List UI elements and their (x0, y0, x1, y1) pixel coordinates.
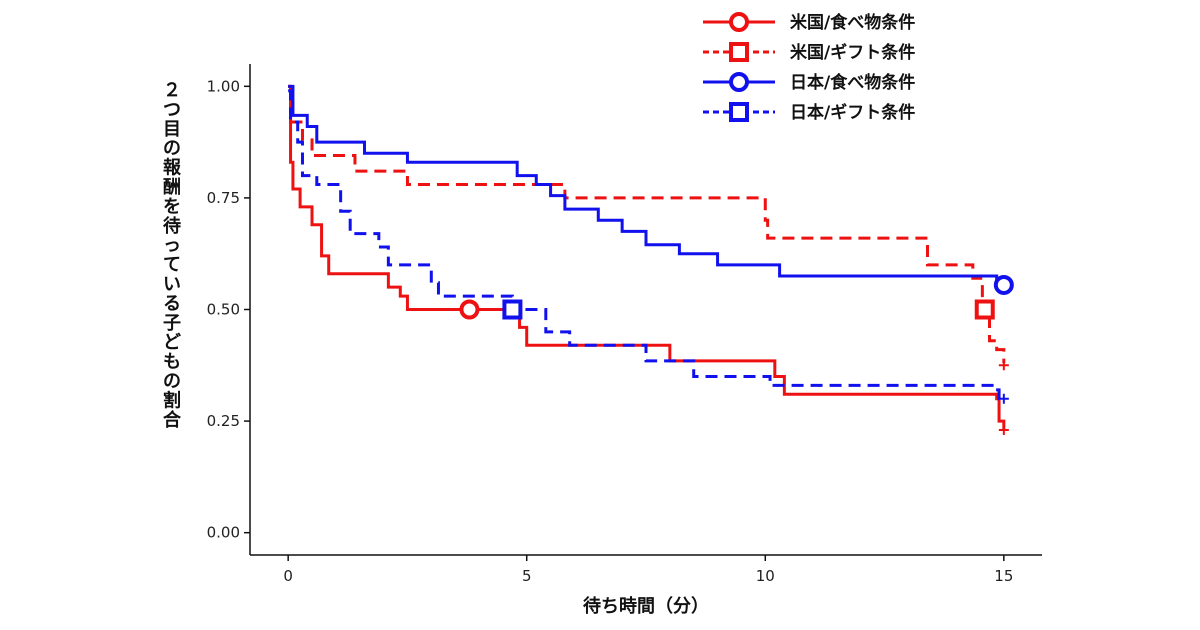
y-axis-title-char: て (163, 255, 181, 276)
censor-mark-1-0 (998, 360, 1009, 371)
markers-layer (459, 274, 1014, 436)
y-tick-label-4: 1.00 (207, 77, 240, 95)
series-marker-2 (993, 274, 1014, 295)
legend-label-2: 日本/食べ物条件 (790, 72, 915, 93)
series-line-2 (288, 84, 1004, 289)
series-line-1 (288, 84, 1006, 364)
legend-marker-1 (729, 42, 749, 62)
y-axis-title-char: 目 (163, 119, 181, 140)
legend-label-1: 米国/ギフト条件 (790, 42, 915, 63)
y-axis-title-char: つ (163, 99, 181, 120)
y-axis-title-char: 子 (163, 313, 181, 334)
x-tick-label-2: 10 (756, 567, 775, 585)
series-line-3 (288, 89, 1004, 401)
series-marker-1 (974, 299, 995, 320)
ticks: 0 5 10 15 0.00 0.25 0.50 0.75 1.00 (207, 77, 1014, 585)
y-axis-title-char: ２ (163, 80, 181, 101)
x-tick-label-3: 15 (994, 567, 1013, 585)
series-layer (288, 84, 1006, 431)
series-marker-0 (459, 299, 480, 320)
y-axis-title-char: の (163, 371, 181, 392)
censor-mark-0-0 (998, 425, 1009, 436)
series-line-0 (288, 84, 1006, 431)
series-marker-3 (502, 299, 523, 320)
y-tick-label-3: 0.75 (207, 189, 240, 207)
y-axis-title-char: 待 (163, 215, 181, 237)
y-axis-title-char: の (163, 138, 181, 159)
legend-label-0: 米国/食べ物条件 (790, 12, 915, 33)
y-axis-title-char: 合 (163, 409, 182, 431)
y-axis-title-char: を (163, 196, 181, 217)
y-tick-label-1: 0.25 (207, 412, 240, 430)
legend-marker-0 (729, 12, 749, 32)
y-axis-title-char: も (163, 352, 181, 373)
y-axis-title-char: 報 (163, 157, 182, 179)
y-tick-label-2: 0.50 (207, 301, 240, 319)
censor-mark-3-0 (998, 393, 1009, 404)
y-axis-title-char: い (163, 274, 181, 295)
legend-marker-2 (729, 72, 749, 92)
x-tick-label-1: 5 (522, 567, 532, 585)
y-tick-label-0: 0.00 (207, 524, 240, 542)
y-axis-title-char: ど (163, 332, 181, 353)
x-axis-title: 待ち時間（分） (583, 595, 709, 617)
legend-label-3: 日本/ギフト条件 (790, 102, 915, 123)
axes (249, 64, 1042, 556)
y-axis-title-char: る (163, 293, 181, 314)
y-axis-title-char: 酬 (163, 177, 181, 198)
legend-marker-3 (729, 102, 749, 122)
x-tick-label-0: 0 (283, 567, 293, 585)
y-axis-title-char: 割 (163, 389, 181, 411)
y-axis-title-char: っ (163, 235, 181, 256)
